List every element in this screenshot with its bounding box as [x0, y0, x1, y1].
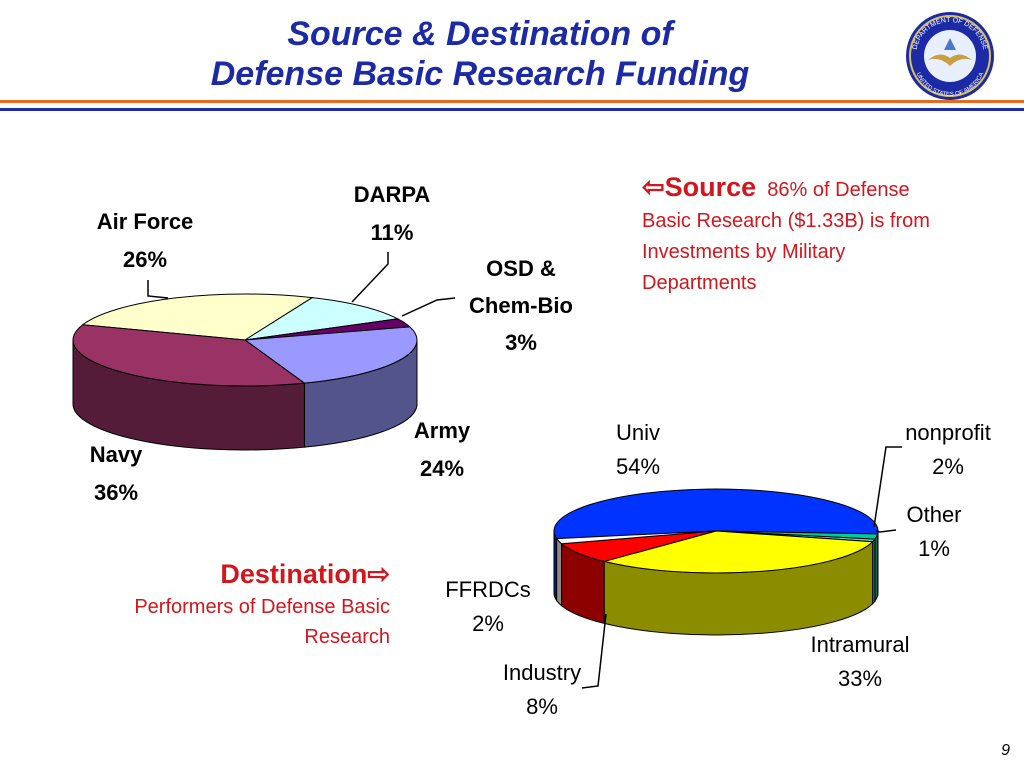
pie-side-ffrdcs	[556, 537, 563, 607]
source-note: ⇦Source 86% of Defense Basic Research ($…	[642, 172, 962, 299]
source-heading: Source	[664, 172, 757, 202]
pie-slice-air-force	[81, 293, 314, 341]
leader-nonprofit	[873, 446, 902, 528]
leader-darpa	[351, 252, 389, 303]
title-line-1: Source & Destination of	[287, 15, 673, 53]
pie-slice-univ	[553, 488, 879, 540]
pie-label-army: Army 24%	[414, 418, 471, 481]
pie-label-intramural: Intramural 33%	[810, 632, 909, 691]
pie-label-air-force: Air Force 26%	[97, 209, 194, 272]
source-body: Defense Basic Research ($1.33B) is from …	[642, 179, 930, 294]
pie-label-navy: Navy 36%	[90, 442, 143, 505]
page-number: 9	[1001, 742, 1010, 759]
pie-label-univ: Univ 54%	[616, 420, 660, 479]
right-arrow-icon: ⇨	[367, 559, 390, 589]
pie-slice-intramural	[602, 530, 874, 574]
pie-label-osd-chem-bio: OSD & Chem-Bio 3%	[469, 256, 573, 355]
pie-label-nonprofit: nonprofit 2%	[905, 420, 991, 479]
pie-label-industry: Industry 8%	[503, 660, 581, 719]
pie-label-ffrdcs: FFRDCs 2%	[445, 577, 531, 636]
dod-seal-icon: DEPARTMENT OF DEFENSE UNITED STATES OF A…	[906, 12, 994, 100]
slide-title: Source & Destination of Defense Basic Re…	[120, 14, 840, 94]
pie-slice-darpa	[244, 297, 400, 341]
title-line-2: Defense Basic Research Funding	[210, 55, 750, 93]
pie-slice-navy	[72, 324, 306, 387]
header-rule-blue	[0, 108, 1024, 111]
destination-body: Performers of Defense Basic Research	[134, 596, 390, 648]
source-pie-chart: Air Force 26% DARPA 11% OSD & Chem-Bio 3% Army 2…	[72, 182, 573, 505]
leader-other	[875, 529, 897, 533]
source-lead: 86% of	[767, 179, 830, 201]
leader-air-force	[147, 280, 169, 299]
pie-slice-army	[243, 326, 418, 384]
leader-osd	[401, 297, 456, 317]
pie-slice-ffrdcs	[555, 530, 717, 545]
leader-industry	[581, 613, 607, 689]
destination-note: Destination⇨ Performers of Defense Basic…	[90, 556, 390, 652]
destination-pie-chart: Univ 54% nonprofit 2% Other 1% Intramural 33% In…	[445, 420, 991, 719]
pie-label-other: Other 1%	[906, 502, 961, 561]
header-rule-orange	[0, 100, 1024, 103]
pie-label-darpa: DARPA 11%	[354, 182, 431, 245]
left-arrow-icon: ⇦	[642, 172, 665, 202]
destination-heading: Destination	[220, 559, 368, 589]
